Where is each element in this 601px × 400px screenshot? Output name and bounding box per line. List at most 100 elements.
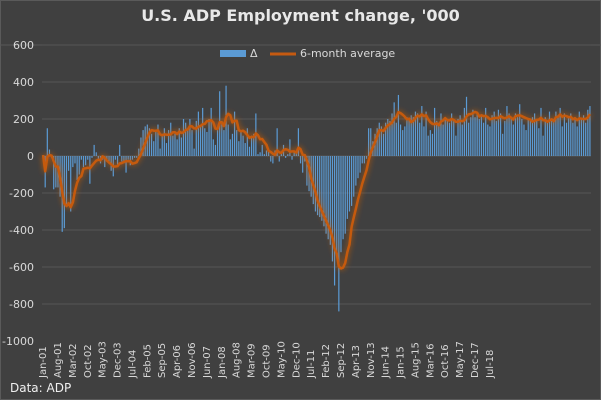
bar <box>238 141 240 156</box>
bar <box>387 119 389 156</box>
bar <box>242 135 244 156</box>
bar <box>561 126 563 156</box>
bar <box>427 135 429 156</box>
bar <box>321 156 323 221</box>
bar <box>204 128 206 156</box>
bar <box>216 130 219 156</box>
chart-title: U.S. ADP Employment change, '000 <box>141 6 460 25</box>
bar <box>331 156 334 262</box>
bar <box>463 107 465 156</box>
bar <box>180 137 182 156</box>
bar <box>378 122 380 156</box>
bar <box>250 135 253 156</box>
bar <box>544 117 546 156</box>
bar <box>155 130 157 156</box>
bar <box>240 131 242 156</box>
bar <box>78 156 80 175</box>
x-tick-label: Oct-16 <box>440 344 451 378</box>
average-line <box>41 110 591 270</box>
bar <box>206 131 208 156</box>
bar <box>497 109 500 156</box>
bar <box>461 124 463 156</box>
bar <box>408 119 410 156</box>
bar <box>404 126 406 156</box>
bar <box>89 156 91 184</box>
y-axis-ticks: 600 400 200 0 -200 -400 -600 -800 -1000 <box>2 39 34 348</box>
bar <box>70 156 72 212</box>
bar <box>208 119 210 156</box>
bar <box>316 156 319 216</box>
bar <box>187 130 189 156</box>
bar <box>380 126 383 156</box>
bar <box>429 130 431 156</box>
bar <box>212 139 214 156</box>
bar <box>346 156 348 219</box>
bar <box>540 107 542 156</box>
bar <box>344 156 346 234</box>
bar <box>419 122 421 156</box>
bar <box>268 148 270 156</box>
bar <box>476 113 478 156</box>
bar <box>327 156 329 240</box>
x-tick-label: Apr-13 <box>351 345 362 378</box>
bar <box>489 126 491 156</box>
bar <box>91 156 93 158</box>
bar <box>538 128 540 156</box>
bar <box>410 115 412 156</box>
bar <box>168 130 170 156</box>
bar <box>442 124 444 156</box>
bar <box>589 106 591 156</box>
bar <box>357 156 359 179</box>
bar <box>221 120 223 156</box>
bar <box>546 122 548 156</box>
y-tick-label: -400 <box>9 224 34 237</box>
bar <box>495 120 497 156</box>
x-tick-label: Oct-02 <box>83 344 94 378</box>
bar <box>329 156 331 245</box>
bar <box>287 154 289 156</box>
bars-delta <box>42 85 591 312</box>
bar <box>131 156 134 160</box>
bar <box>150 133 153 156</box>
y-tick-label: -800 <box>9 298 34 311</box>
x-tick-label: Jul-04 <box>127 350 138 379</box>
bar <box>555 111 557 156</box>
x-tick-label: Feb-05 <box>142 344 153 378</box>
bar <box>414 111 417 156</box>
bar <box>508 113 510 156</box>
y-tick-label: 200 <box>13 113 34 126</box>
bar <box>95 152 97 156</box>
bar <box>480 115 483 156</box>
bar <box>431 133 434 156</box>
bar <box>253 133 255 156</box>
bar <box>93 144 95 156</box>
bar <box>161 133 163 156</box>
bar <box>436 120 438 156</box>
bar <box>191 130 193 156</box>
bar <box>246 128 248 156</box>
bar <box>87 156 89 160</box>
bar <box>523 124 525 156</box>
bar <box>512 124 514 156</box>
bar <box>572 122 574 156</box>
bar <box>340 156 342 253</box>
bar <box>355 156 357 186</box>
bar <box>248 146 251 156</box>
bar <box>82 156 85 168</box>
bar <box>451 113 453 156</box>
bar <box>136 156 138 158</box>
x-tick-label: Dec-10 <box>291 342 302 378</box>
bar <box>365 156 368 159</box>
bar <box>563 113 566 156</box>
x-tick-label: Nov-06 <box>187 342 198 378</box>
bar <box>261 144 263 156</box>
y-tick-label: 0 <box>27 150 34 163</box>
bar <box>185 122 187 156</box>
bar <box>446 120 448 156</box>
bar <box>368 128 370 156</box>
bar <box>382 133 385 156</box>
bar <box>338 156 340 312</box>
bar <box>472 109 474 156</box>
bar <box>189 119 191 156</box>
